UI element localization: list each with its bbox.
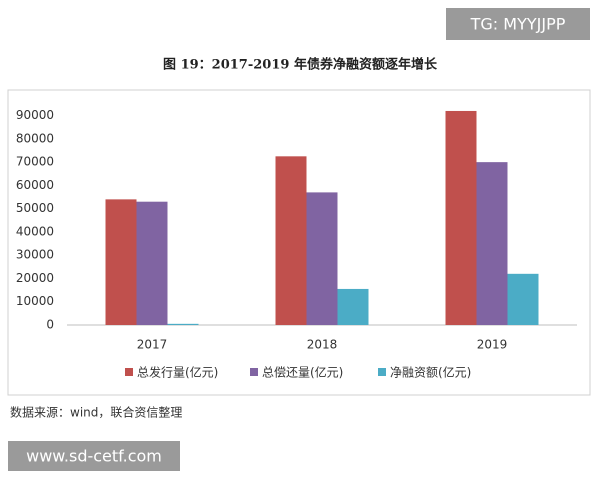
bar [275,156,307,325]
watermark: www.sd-cetf.com [26,447,162,466]
source-note: 数据来源：wind，联合资信整理 [10,405,182,420]
y-tick-label: 20000 [16,271,54,285]
bar [105,199,137,325]
bar [337,288,369,325]
legend-label: 净融资额(亿元) [390,365,471,380]
y-tick-label: 10000 [16,294,54,308]
y-tick-label: 80000 [16,131,54,145]
watermark-box [8,441,180,471]
y-tick-label: 30000 [16,248,54,262]
chart-border [7,89,591,396]
y-tick-label: 60000 [16,178,54,192]
y-tick-label: 50000 [16,201,54,215]
x-tick-label: 2018 [307,338,338,352]
bar [476,162,508,325]
legend-label: 总偿还量(亿元) [262,365,343,380]
bar [136,201,168,325]
legend-swatch [250,368,258,376]
bar [306,192,338,325]
legend-swatch [125,368,133,376]
watermark: TG: MYYJJPP [470,15,566,34]
y-tick-label: 40000 [16,224,54,238]
bar [167,323,199,325]
y-tick-label: 90000 [16,108,54,122]
x-tick-label: 2017 [137,338,168,352]
legend-swatch [378,368,386,376]
y-tick-label: 0 [46,318,54,332]
watermark-box [446,8,590,40]
chart-title: 图 19：2017-2019 年债券净融资额逐年增长 [163,57,438,73]
bar [445,110,477,325]
x-tick-label: 2019 [477,338,508,352]
legend-label: 总发行量(亿元) [137,365,218,380]
y-tick-label: 70000 [16,155,54,169]
bar [507,273,539,325]
